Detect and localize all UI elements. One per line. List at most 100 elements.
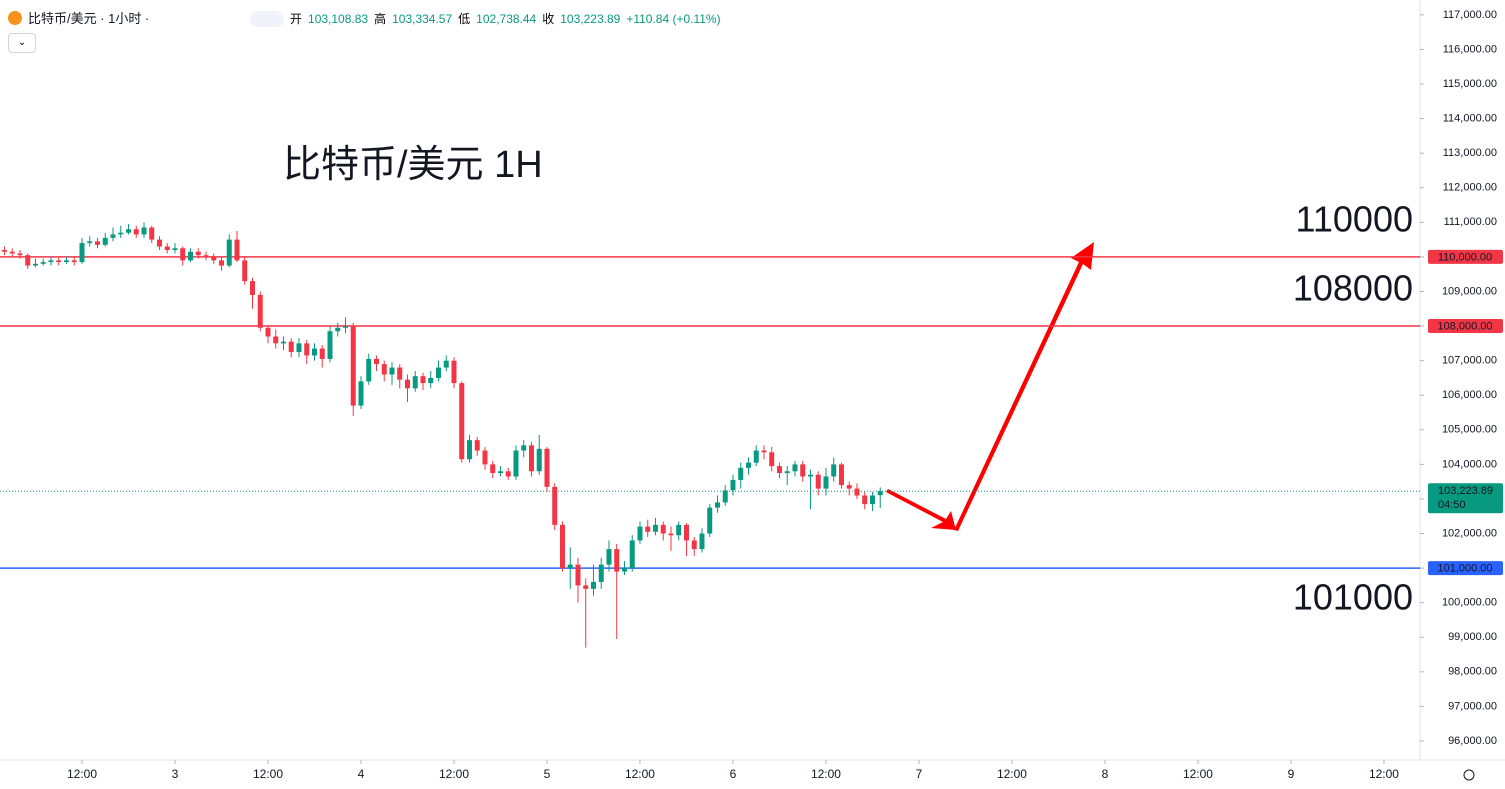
arrow-down: [886, 489, 956, 530]
candle-body: [40, 262, 46, 264]
candle-body: [71, 260, 77, 263]
candle-body: [118, 232, 124, 235]
ohlc-label: 高: [374, 12, 387, 26]
candle-body: [133, 229, 139, 235]
level-tag-label: 101,000.00: [1437, 563, 1492, 575]
coin-icon: [8, 10, 22, 25]
candle-body: [513, 450, 519, 477]
y-tick-label: 116,000.00: [1443, 43, 1497, 55]
candle-body: [769, 452, 775, 467]
last-price-tag: [1428, 483, 1503, 514]
candle-body: [854, 488, 860, 496]
candle-body: [257, 294, 263, 328]
y-tick-label: 97,000.00: [1448, 700, 1497, 712]
candle-body: [358, 381, 364, 406]
candle-body: [552, 486, 558, 525]
candle-body: [273, 336, 279, 344]
candle-body: [79, 243, 85, 263]
candle-body: [567, 564, 573, 569]
candle-body: [366, 358, 372, 382]
candle-body: [1, 249, 7, 252]
candle-body: [9, 251, 15, 254]
countdown-label: 04:50: [1438, 499, 1466, 511]
candle-body: [683, 524, 689, 541]
x-tick-label: 12:00: [67, 767, 97, 781]
candle-body: [815, 474, 821, 489]
level-annotation: 101000: [1293, 577, 1413, 618]
candle-body: [164, 246, 170, 250]
candle-body: [172, 248, 178, 250]
candle-body: [838, 464, 844, 486]
y-tick-label: 117,000.00: [1443, 9, 1497, 21]
candle-body: [862, 495, 868, 505]
candle-body: [730, 479, 736, 491]
candle-body: [265, 327, 271, 337]
candle-body: [311, 348, 317, 356]
x-tick-label: 12:00: [625, 767, 655, 781]
candle-body: [234, 239, 240, 261]
candle-body: [435, 367, 441, 378]
level-annotation: 110000: [1296, 198, 1413, 239]
candle-body: [203, 255, 209, 257]
x-tick-label: 4: [358, 767, 365, 781]
candle-body: [676, 524, 682, 536]
candle-body: [583, 585, 589, 589]
x-tick-label: 12:00: [1183, 767, 1213, 781]
candle-body: [412, 376, 418, 389]
x-tick-label: 9: [1288, 767, 1295, 781]
candle-body: [792, 464, 798, 472]
level-tag: [1428, 249, 1503, 264]
y-tick-label: 113,000.00: [1443, 147, 1497, 159]
candle-body: [17, 253, 23, 256]
candle-body: [381, 364, 387, 375]
candle-body: [823, 476, 829, 489]
x-tick-label: 12:00: [997, 767, 1027, 781]
candle-body: [48, 260, 54, 263]
candle-body: [645, 526, 651, 532]
candle-body: [304, 343, 310, 356]
settings-icon[interactable]: [1463, 769, 1475, 781]
candle-body: [559, 524, 565, 569]
candle-body: [544, 448, 550, 487]
x-tick-label: 8: [1102, 767, 1109, 781]
candle-body: [606, 549, 612, 565]
candle-body: [25, 255, 31, 266]
y-tick-label: 102,000.00: [1442, 527, 1497, 539]
candle-body: [877, 491, 883, 496]
candle-body: [474, 440, 480, 451]
level-annotation: 108000: [1293, 268, 1413, 309]
x-tick-label: 12:00: [811, 767, 841, 781]
candle-body: [94, 241, 100, 245]
collapse-button[interactable]: ⌄: [8, 33, 36, 53]
candle-body: [738, 467, 744, 480]
candle-body: [342, 326, 348, 328]
candle-body: [761, 450, 767, 453]
candle-body: [156, 239, 162, 247]
candle-body: [745, 462, 751, 468]
candle-body: [404, 379, 410, 389]
chart-title: 比特币/美元 1H: [283, 144, 543, 186]
candle-body: [722, 490, 728, 503]
candle-body: [149, 227, 155, 240]
candle-body: [335, 327, 341, 332]
candle-body: [249, 281, 255, 295]
candle-body: [211, 256, 217, 261]
x-tick-label: 7: [916, 767, 923, 781]
ohlc-label: 开: [290, 12, 303, 26]
y-tick-label: 114,000.00: [1443, 113, 1497, 125]
candle-body: [831, 464, 837, 477]
candle-body: [350, 326, 356, 406]
y-tick-label: 106,000.00: [1442, 389, 1497, 401]
ohlc-label: 收: [542, 12, 555, 26]
candle-body: [226, 239, 232, 266]
candle-body: [327, 331, 333, 359]
candle-body: [637, 526, 643, 541]
y-tick-label: 96,000.00: [1448, 735, 1497, 747]
candle-body: [528, 445, 534, 472]
symbol[interactable]: 比特币/美元 · 1小时 ·: [28, 11, 150, 26]
candle-body: [598, 564, 604, 582]
y-tick-label: 99,000.00: [1448, 631, 1497, 643]
candle-body: [714, 502, 720, 508]
candle-body: [621, 568, 627, 572]
y-tick-label: 107,000.00: [1442, 355, 1497, 367]
